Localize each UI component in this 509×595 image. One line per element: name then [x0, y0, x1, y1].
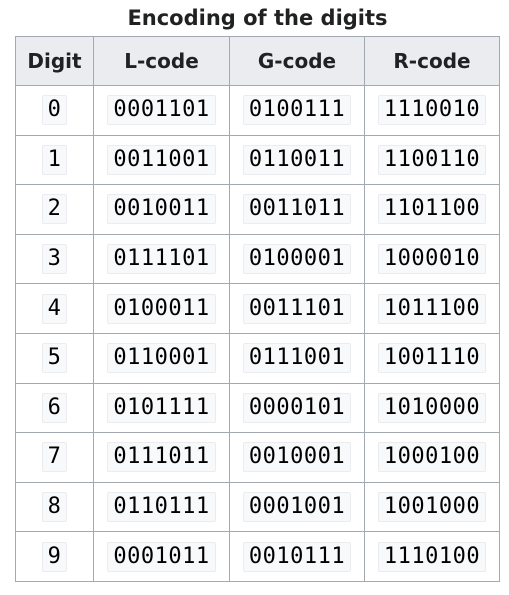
- l-code-cell: 0001011: [93, 531, 230, 582]
- g-code-value: 0100001: [242, 244, 352, 275]
- l-code-cell: 0111101: [93, 233, 230, 285]
- digit-cell: 0: [15, 85, 94, 136]
- g-code-cell: 0111001: [229, 332, 365, 384]
- l-code-value: 0100011: [107, 293, 216, 324]
- r-code-cell: 1001110: [364, 332, 500, 384]
- r-code-cell: 1110100: [364, 531, 500, 582]
- r-code-cell: 1101100: [364, 184, 500, 235]
- l-code-value: 0110111: [107, 492, 216, 523]
- header-digit: Digit: [15, 36, 94, 86]
- digit-value: 2: [41, 194, 68, 225]
- l-code-value: 0001101: [107, 95, 216, 126]
- l-code-cell: 0011001: [93, 134, 230, 186]
- r-code-cell: 1011100: [364, 283, 500, 334]
- r-code-cell: 1110010: [364, 85, 500, 136]
- r-code-value: 1110100: [377, 541, 487, 572]
- l-code-cell: 0101111: [93, 382, 230, 434]
- g-code-value: 0100111: [242, 95, 352, 126]
- l-code-cell: 0111011: [93, 432, 230, 483]
- digit-value: 3: [41, 244, 68, 275]
- g-code-value: 0010001: [242, 442, 352, 473]
- l-code-cell: 0010011: [93, 184, 230, 235]
- g-code-value: 0001001: [242, 492, 352, 523]
- table-row: 4 0100011 0011101 1011100: [15, 283, 500, 334]
- l-code-value: 0110001: [107, 343, 216, 374]
- l-code-value: 0011001: [107, 144, 216, 175]
- table-row: 0 0001101 0100111 1110010: [15, 85, 500, 136]
- r-code-value: 1010000: [377, 392, 487, 423]
- digit-value: 1: [41, 144, 68, 175]
- r-code-value: 1011100: [377, 293, 487, 324]
- l-code-cell: 0100011: [93, 283, 230, 334]
- table-row: 7 0111011 0010001 1000100: [15, 432, 500, 483]
- g-code-value: 0111001: [242, 343, 352, 374]
- table-caption: Encoding of the digits: [127, 6, 388, 30]
- g-code-value: 0110011: [242, 144, 352, 175]
- g-code-cell: 0011101: [229, 283, 365, 334]
- table-row: 8 0110111 0001001 1001000: [15, 481, 500, 533]
- table-row: 5 0110001 0111001 1001110: [15, 332, 500, 384]
- digit-cell: 2: [15, 184, 94, 235]
- l-code-value: 0010011: [107, 194, 216, 225]
- l-code-value: 0001011: [107, 541, 216, 572]
- r-code-cell: 1010000: [364, 382, 500, 434]
- g-code-cell: 0110011: [229, 134, 365, 186]
- table-row: 6 0101111 0000101 1010000: [15, 382, 500, 434]
- g-code-cell: 0001001: [229, 481, 365, 533]
- g-code-cell: 0011011: [229, 184, 365, 235]
- digit-value: 6: [41, 392, 68, 423]
- digit-value: 4: [41, 293, 68, 324]
- header-row: Digit L-code G-code R-code: [15, 36, 500, 86]
- digit-cell: 6: [15, 382, 94, 434]
- table-row: 3 0111101 0100001 1000010: [15, 233, 500, 285]
- table-row: 9 0001011 0010111 1110100: [15, 531, 500, 582]
- header-l-code: L-code: [93, 36, 230, 86]
- header-g-code: G-code: [229, 36, 365, 86]
- table-row: 1 0011001 0110011 1100110: [15, 134, 500, 186]
- g-code-cell: 0010111: [229, 531, 365, 582]
- g-code-value: 0010111: [242, 541, 352, 572]
- g-code-cell: 0010001: [229, 432, 365, 483]
- digit-value: 8: [41, 492, 68, 523]
- r-code-value: 1101100: [377, 194, 487, 225]
- digit-cell: 7: [15, 432, 94, 483]
- r-code-cell: 1000100: [364, 432, 500, 483]
- g-code-value: 0000101: [242, 392, 352, 423]
- l-code-cell: 0110001: [93, 332, 230, 384]
- r-code-value: 1100110: [377, 144, 487, 175]
- r-code-value: 1001110: [377, 343, 487, 374]
- r-code-value: 1000010: [377, 244, 487, 275]
- l-code-cell: 0110111: [93, 481, 230, 533]
- r-code-value: 1001000: [377, 492, 487, 523]
- r-code-value: 1000100: [377, 442, 487, 473]
- g-code-cell: 0100111: [229, 85, 365, 136]
- g-code-cell: 0000101: [229, 382, 365, 434]
- g-code-value: 0011101: [242, 293, 352, 324]
- digit-value: 9: [41, 541, 68, 572]
- digit-cell: 9: [15, 531, 94, 582]
- digit-cell: 4: [15, 283, 94, 334]
- digit-value: 0: [41, 95, 68, 126]
- digit-value: 7: [41, 442, 68, 473]
- header-r-code: R-code: [364, 36, 500, 86]
- r-code-cell: 1100110: [364, 134, 500, 186]
- digit-value: 5: [41, 343, 68, 374]
- l-code-value: 0111101: [107, 244, 216, 275]
- r-code-cell: 1001000: [364, 481, 500, 533]
- l-code-cell: 0001101: [93, 85, 230, 136]
- digit-cell: 8: [15, 481, 94, 533]
- digit-cell: 1: [15, 134, 94, 186]
- digit-cell: 5: [15, 332, 94, 384]
- g-code-value: 0011011: [242, 194, 352, 225]
- table-row: 2 0010011 0011011 1101100: [15, 184, 500, 235]
- l-code-value: 0101111: [107, 392, 216, 423]
- digit-encoding-table: Digit L-code G-code R-code 0 0001101 01001…: [15, 36, 500, 582]
- r-code-value: 1110010: [377, 95, 487, 126]
- digit-cell: 3: [15, 233, 94, 285]
- r-code-cell: 1000010: [364, 233, 500, 285]
- l-code-value: 0111011: [107, 442, 216, 473]
- g-code-cell: 0100001: [229, 233, 365, 285]
- table-body: 0 0001101 0100111 1110010 1 0011001 0110011 110…: [15, 85, 500, 582]
